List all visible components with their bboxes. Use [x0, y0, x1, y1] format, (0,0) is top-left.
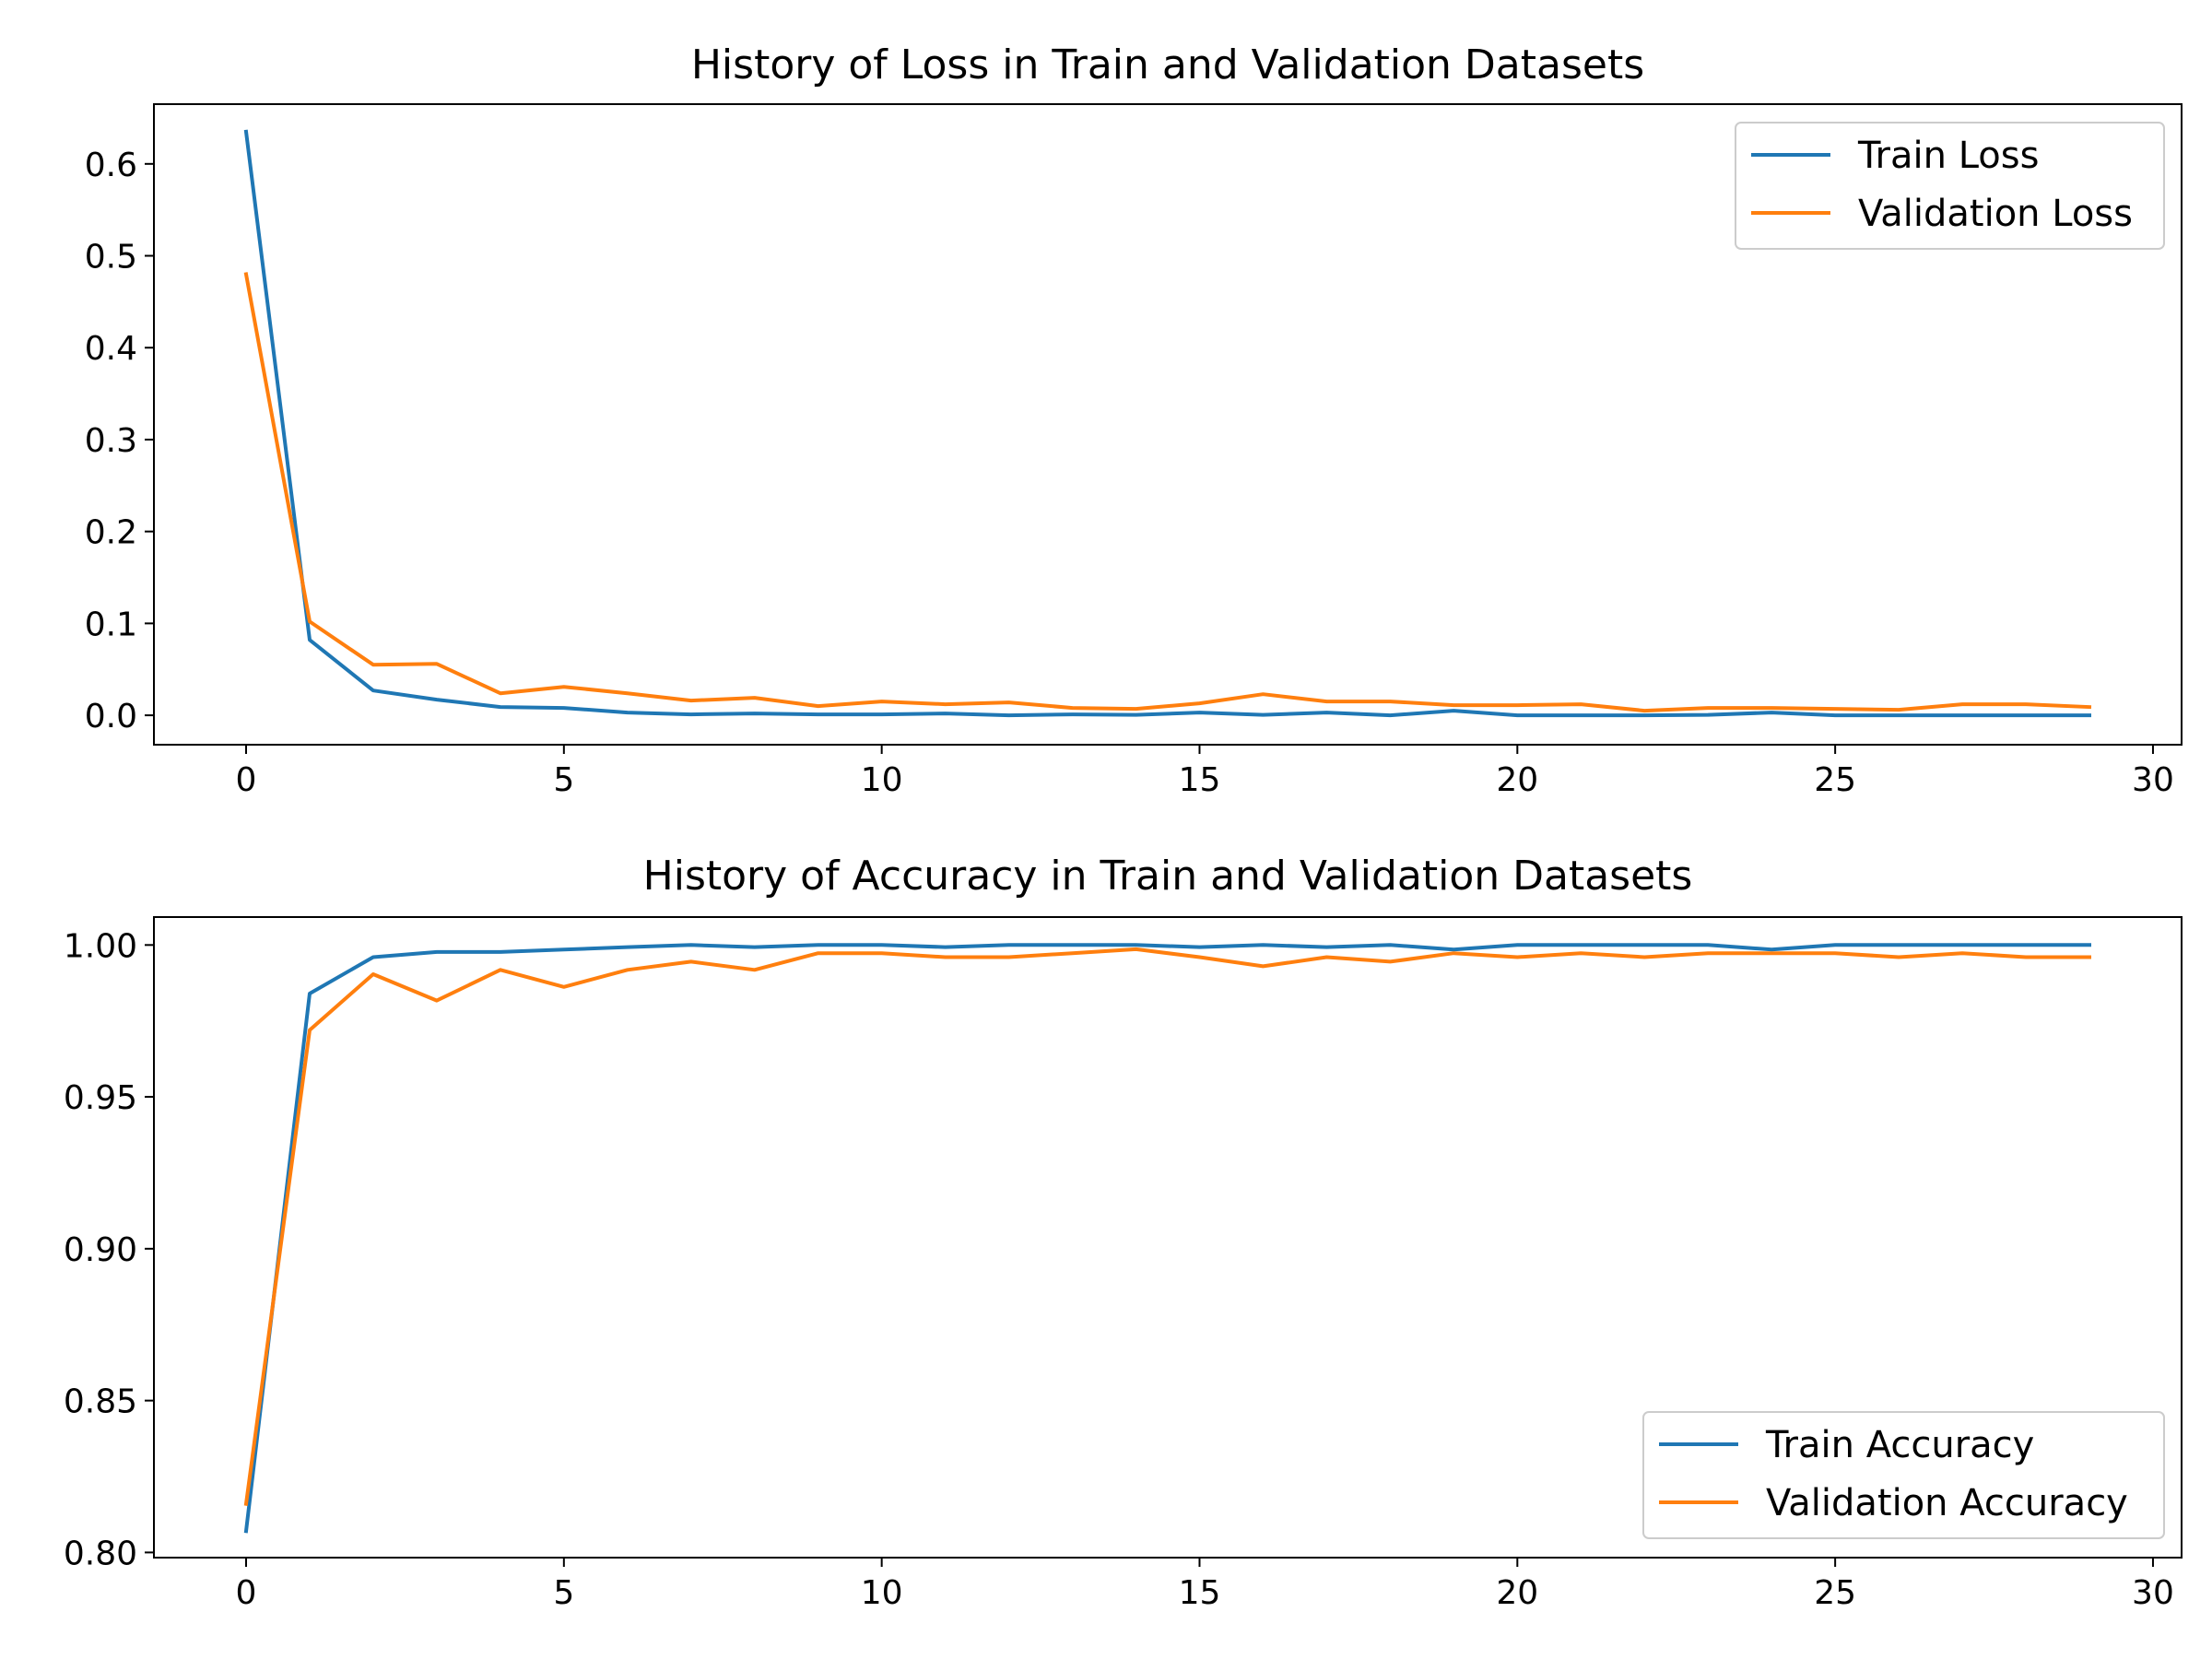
loss-chart-title: History of Loss in Train and Validation … — [691, 41, 1644, 88]
loss-y-tick-label: 0.1 — [85, 606, 137, 643]
loss-y-tick-label: 0.5 — [85, 239, 137, 276]
loss-y-tick-label: 0.4 — [85, 330, 137, 368]
accuracy-y-tick-label: 0.90 — [64, 1231, 137, 1269]
accuracy-y-tick-label: 0.80 — [64, 1535, 137, 1572]
loss-legend-validation-label: Validation Loss — [1858, 193, 2133, 235]
loss-validation-line — [243, 272, 2092, 713]
accuracy-chart-ticks: 0 5 10 15 20 25 30 0.80 0.85 0.90 0.95 1.00 — [64, 927, 2174, 1612]
accuracy-legend-train-label: Train Accuracy — [1765, 1424, 2034, 1466]
accuracy-legend-box — [1642, 1411, 2165, 1539]
loss-y-tick-label: 0.3 — [85, 422, 137, 460]
accuracy-y-tick-label: 1.00 — [64, 927, 137, 965]
loss-chart-lines — [243, 129, 2092, 718]
accuracy-x-tick-label: 25 — [1814, 1574, 1856, 1612]
loss-legend-box — [1735, 122, 2165, 250]
accuracy-chart-lines — [243, 943, 2091, 1534]
accuracy-y-tick-label: 0.85 — [64, 1383, 137, 1421]
loss-x-tick-label: 10 — [861, 761, 903, 799]
loss-x-tick-label: 20 — [1496, 761, 1538, 799]
accuracy-x-tick-label: 30 — [2132, 1574, 2174, 1612]
accuracy-x-tick-label: 5 — [553, 1574, 574, 1612]
loss-x-tick-label: 5 — [553, 761, 574, 799]
loss-chart-ticks: 0 5 10 15 20 25 30 0.0 0.1 0.2 0.3 0.4 0.5 0.6 — [85, 147, 2174, 799]
accuracy-chart-legend: Train Accuracy Validation Accuracy — [1642, 1411, 2165, 1539]
accuracy-legend-validation-label: Validation Accuracy — [1766, 1482, 2128, 1524]
accuracy-x-tick-label: 10 — [861, 1574, 903, 1612]
accuracy-train-line — [243, 943, 2091, 1534]
loss-x-tick-label: 0 — [236, 761, 257, 799]
accuracy-y-tick-label: 0.95 — [64, 1079, 137, 1117]
accuracy-chart: History of Accuracy in Train and Validat… — [64, 853, 2183, 1612]
loss-x-tick-label: 15 — [1179, 761, 1221, 799]
loss-chart-frame — [153, 103, 2183, 746]
loss-chart-legend: Train Loss Validation Loss — [1735, 122, 2165, 250]
accuracy-chart-frame — [153, 916, 2183, 1559]
loss-x-tick-label: 25 — [1814, 761, 1856, 799]
accuracy-x-tick-label: 0 — [236, 1574, 257, 1612]
loss-y-tick-label: 0.0 — [85, 698, 137, 735]
accuracy-chart-title: History of Accuracy in Train and Validat… — [643, 853, 1693, 900]
loss-chart: History of Loss in Train and Validation … — [85, 41, 2183, 799]
loss-legend-train-label: Train Loss — [1857, 135, 2039, 177]
loss-y-tick-label: 0.2 — [85, 514, 137, 552]
loss-y-tick-label: 0.6 — [85, 147, 137, 184]
loss-train-line — [243, 129, 2091, 718]
accuracy-validation-line — [243, 947, 2091, 1506]
accuracy-x-tick-label: 15 — [1179, 1574, 1221, 1612]
loss-x-tick-label: 30 — [2132, 761, 2174, 799]
accuracy-x-tick-label: 20 — [1496, 1574, 1538, 1612]
